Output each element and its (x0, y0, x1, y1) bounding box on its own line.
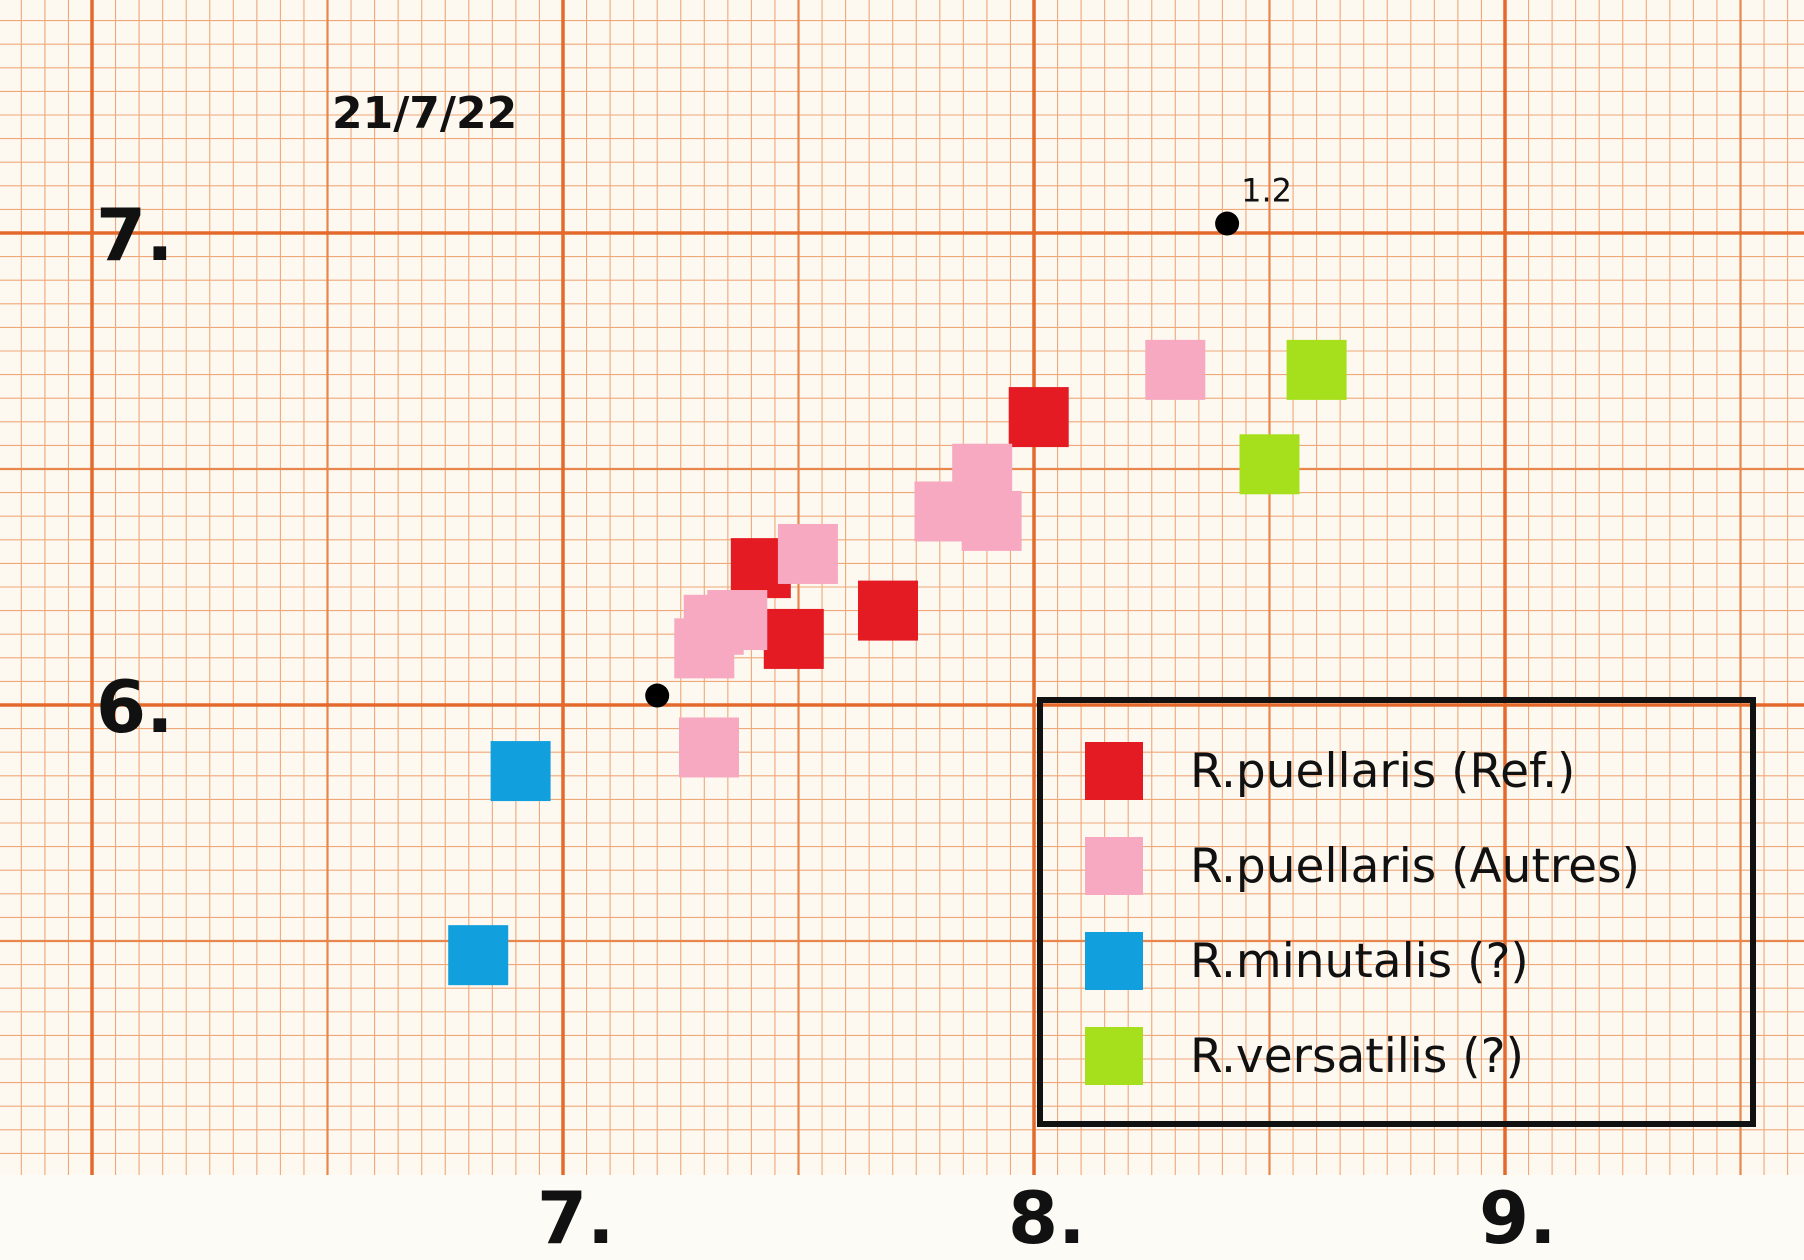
data-point-square (1008, 387, 1069, 448)
legend-swatch (1085, 837, 1143, 895)
data-point-square (1239, 434, 1300, 495)
y-tick-label: 6. (96, 665, 173, 749)
x-tick-label: 8. (1008, 1176, 1085, 1260)
x-tick-label: 7. (537, 1176, 614, 1260)
legend-label: R.minutalis (?) (1190, 934, 1529, 989)
data-point-square (1145, 339, 1206, 400)
data-point-square (490, 741, 551, 802)
x-tick-label: 9. (1479, 1176, 1556, 1260)
legend-label: R.puellaris (Ref.) (1190, 744, 1575, 799)
legend: R.puellaris (Ref.) R.puellaris (Autres) R.… (1037, 697, 1756, 1127)
marker-dot (645, 683, 670, 708)
data-point-square (777, 523, 838, 584)
legend-swatch (1085, 742, 1143, 800)
data-point-square (1286, 339, 1347, 400)
data-point-square (707, 590, 768, 651)
data-point-square (448, 925, 509, 986)
legend-label: R.puellaris (Autres) (1190, 839, 1640, 894)
data-point-square (763, 608, 824, 669)
data-point-square (857, 580, 918, 641)
marker-dot (1215, 211, 1240, 236)
y-tick-label: 7. (96, 193, 173, 277)
data-points (448, 339, 1347, 986)
legend-swatch (1085, 932, 1143, 990)
marker-label: 1.2 (1241, 172, 1292, 210)
legend-box (1037, 697, 1756, 1127)
legend-label: R.versatilis (?) (1190, 1029, 1524, 1084)
black-markers: 1.2 (645, 172, 1292, 708)
legend-swatch (1085, 1027, 1143, 1085)
data-point-square (679, 717, 740, 778)
date-annotation: 21/7/22 (332, 88, 517, 139)
data-point-square (961, 490, 1022, 551)
axis-tick-labels: 7. 8. 9. 6. 7. (96, 193, 1556, 1260)
grid-major-lines (0, 0, 1804, 1175)
